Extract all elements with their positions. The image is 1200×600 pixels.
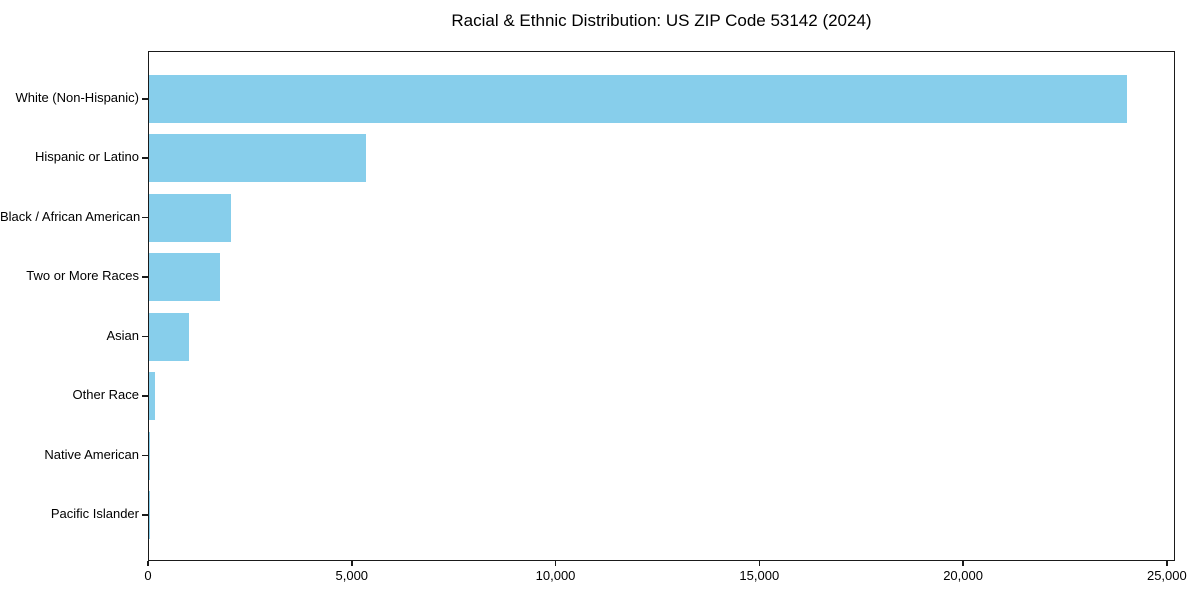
chart-title: Racial & Ethnic Distribution: US ZIP Cod… xyxy=(451,11,872,30)
y-tick-label: Hispanic or Latino xyxy=(34,149,139,165)
y-tick xyxy=(142,514,148,516)
y-tick xyxy=(142,216,148,219)
x-tick xyxy=(962,561,964,566)
x-tick xyxy=(758,561,761,566)
x-tick-label: 25,000 xyxy=(1146,568,1187,583)
y-tick-label: Pacific Islander xyxy=(50,506,139,521)
x-tick xyxy=(554,561,557,566)
y-tick-label: Asian xyxy=(106,327,139,343)
y-tick xyxy=(142,98,148,100)
bar xyxy=(149,431,151,480)
plot-area xyxy=(148,51,1175,561)
y-tick xyxy=(142,276,148,278)
y-tick-label: Two or More Races xyxy=(26,268,139,284)
x-tick-label: 0 xyxy=(144,568,152,583)
bar xyxy=(149,193,231,242)
x-tick xyxy=(147,561,149,566)
bar xyxy=(149,134,367,183)
bar xyxy=(149,75,1128,123)
y-tick xyxy=(142,395,148,397)
y-tick xyxy=(142,454,148,457)
y-tick-label: Other Race xyxy=(72,387,139,403)
bar xyxy=(149,312,189,361)
y-tick-label: Black / African American xyxy=(0,208,141,224)
x-tick xyxy=(351,561,353,566)
y-tick xyxy=(142,157,148,159)
y-tick-label: Native American xyxy=(44,446,139,462)
bar xyxy=(149,372,155,421)
x-tick-label: 15,000 xyxy=(739,568,780,583)
x-tick-label: 5,000 xyxy=(335,568,369,583)
bar xyxy=(149,253,221,302)
x-tick xyxy=(1166,561,1168,566)
y-tick-label: White (Non-Hispanic) xyxy=(15,90,139,105)
x-tick-label: 20,000 xyxy=(943,568,983,583)
y-tick xyxy=(142,335,148,338)
x-tick-label: 10,000 xyxy=(535,568,576,583)
